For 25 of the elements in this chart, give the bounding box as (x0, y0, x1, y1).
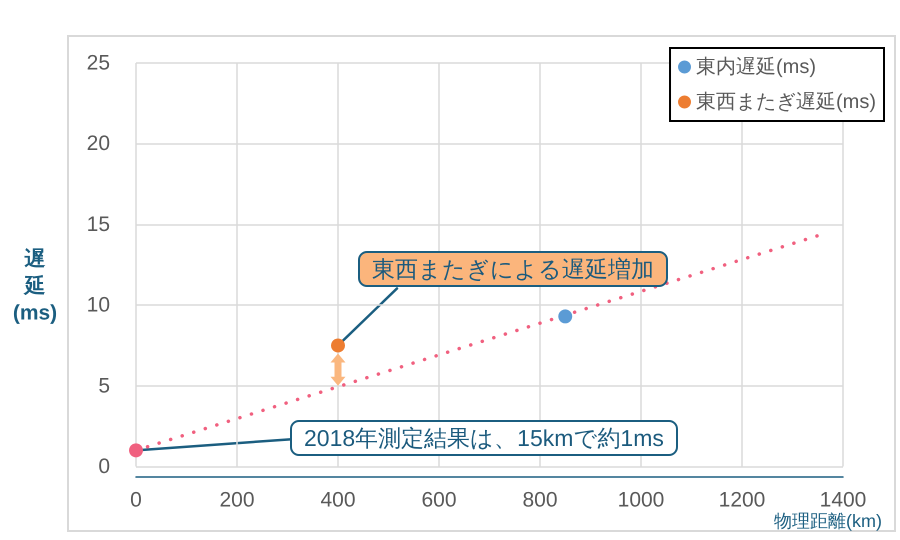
x-tick-label: 400 (320, 488, 356, 512)
point (129, 443, 143, 458)
x-tick-label: 600 (421, 488, 457, 512)
annotation: 東西またぎによる遅延増加 (372, 256, 654, 282)
y-tick-label: 5 (98, 374, 110, 398)
callout-box: 東西またぎによる遅延増加 (358, 251, 668, 288)
y-tick-label: 15 (86, 212, 110, 236)
x-tick-label: 1000 (618, 488, 664, 512)
y-tick-label: 20 (86, 132, 110, 156)
y-axis-title: 遅延(ms) (12, 248, 58, 324)
point (558, 309, 572, 324)
legend-label: 東内遅延(ms) (696, 56, 816, 78)
x-tick-label: 800 (522, 488, 558, 512)
y-tick-label: 0 (98, 455, 110, 478)
x-tick-label: 1400 (820, 488, 866, 512)
point (331, 338, 345, 352)
callout-box: 2018年測定結果は、15kmで約1ms (290, 420, 678, 456)
x-tick-label: 200 (219, 488, 255, 512)
x-tick-label: 0 (130, 488, 142, 512)
legend-label: 東西またぎ遅延(ms) (696, 91, 876, 113)
x-axis-title: 物理距離(km) (774, 511, 882, 531)
y-tick-label: 10 (86, 294, 110, 317)
annotation: 2018年測定結果は、15kmで約1ms (304, 425, 664, 452)
x-tick-label: 1200 (718, 488, 766, 512)
y-tick-label: 25 (86, 52, 110, 74)
